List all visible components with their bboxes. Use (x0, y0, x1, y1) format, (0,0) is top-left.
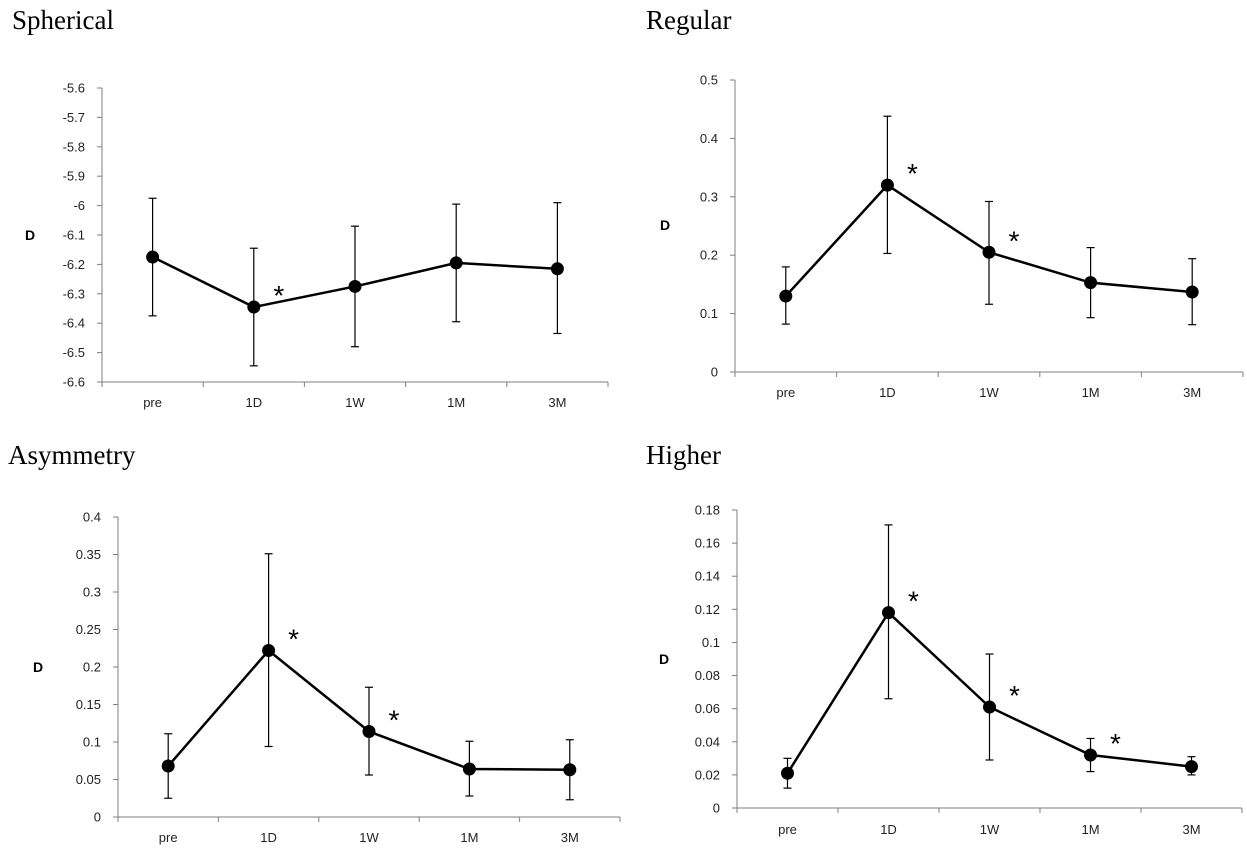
data-point (1185, 760, 1198, 774)
data-point (146, 250, 160, 264)
data-point (462, 762, 476, 776)
x-tick-label: 1M (460, 830, 478, 845)
y-tick-label: -5.6 (63, 81, 85, 96)
chart-title: Regular (646, 5, 732, 35)
y-tick-label: 0.02 (695, 767, 720, 782)
y-tick-label: 0.15 (76, 697, 101, 712)
y-tick-label: 0 (711, 365, 718, 380)
y-tick-label: 0.4 (83, 510, 101, 525)
data-point (880, 178, 894, 192)
y-tick-label: 0.04 (695, 734, 720, 749)
data-point (882, 606, 895, 620)
y-tick-label: 0.25 (76, 622, 101, 637)
y-tick-label: -5.7 (63, 110, 85, 125)
data-point (563, 763, 577, 777)
y-axis-label: D (33, 659, 43, 675)
x-tick-label: 1D (245, 395, 262, 410)
y-tick-label: 0.3 (83, 585, 101, 600)
x-tick-label: 1W (979, 385, 999, 400)
y-tick-label: -6.6 (63, 375, 85, 390)
significance-star: * (389, 705, 400, 736)
y-axis-label: D (660, 217, 670, 233)
x-tick-label: 1D (880, 822, 897, 837)
y-tick-label: 0.3 (700, 189, 718, 204)
data-point (550, 262, 564, 276)
y-tick-label: 0.05 (76, 772, 101, 787)
y-tick-label: 0.1 (700, 306, 718, 321)
y-tick-label: 0.1 (702, 635, 720, 650)
y-tick-label: 0.16 (695, 536, 720, 551)
x-tick-label: pre (778, 822, 797, 837)
y-tick-label: -6.5 (63, 345, 85, 360)
data-point (449, 256, 463, 270)
y-tick-label: -6.2 (63, 257, 85, 272)
chart-title: Higher (646, 440, 721, 470)
y-tick-label: 0.1 (83, 735, 101, 750)
significance-star: * (1009, 225, 1020, 256)
data-point (983, 700, 996, 714)
x-tick-label: 3M (1183, 385, 1201, 400)
x-tick-label: 1M (1081, 822, 1099, 837)
y-tick-label: 0.2 (83, 660, 101, 675)
data-point (262, 644, 276, 657)
chart-title: Asymmetry (8, 440, 136, 470)
y-tick-label: -6.3 (63, 286, 85, 301)
significance-star: * (1110, 728, 1121, 759)
y-tick-label: -6.4 (63, 316, 85, 331)
y-tick-label: -5.8 (63, 139, 85, 154)
y-axis-label: D (659, 651, 669, 667)
y-tick-label: -5.9 (63, 169, 85, 184)
y-tick-label: 0.14 (695, 569, 720, 584)
y-axis-label: D (25, 227, 35, 243)
x-tick-label: pre (776, 385, 795, 400)
x-tick-label: 3M (1182, 822, 1200, 837)
data-point (982, 245, 996, 259)
data-point (781, 766, 794, 780)
data-point (362, 725, 376, 738)
y-tick-label: 0 (713, 801, 720, 816)
y-tick-label: 0.18 (695, 503, 720, 518)
x-tick-label: pre (143, 395, 162, 410)
data-point (348, 279, 362, 293)
x-tick-label: 1D (260, 830, 277, 845)
y-tick-label: 0.08 (695, 668, 720, 683)
x-tick-label: 1M (447, 395, 465, 410)
y-tick-label: -6 (73, 198, 85, 213)
data-point (161, 759, 175, 773)
y-tick-label: 0.06 (695, 701, 720, 716)
significance-star: * (273, 280, 284, 311)
y-tick-label: 0.35 (76, 547, 101, 562)
data-point (1084, 276, 1098, 290)
y-tick-label: 0.5 (700, 73, 718, 88)
y-tick-label: -6.1 (63, 228, 85, 243)
x-tick-label: pre (159, 830, 178, 845)
y-tick-label: 0.4 (700, 131, 718, 146)
data-point (1185, 285, 1199, 299)
x-tick-label: 1W (359, 830, 379, 845)
data-point (1084, 748, 1097, 762)
x-tick-label: 1W (345, 395, 365, 410)
y-tick-label: 0 (94, 810, 101, 825)
x-tick-label: 1W (980, 822, 1000, 837)
x-tick-label: 1D (879, 385, 896, 400)
significance-star: * (907, 158, 918, 189)
significance-star: * (908, 586, 919, 617)
x-tick-label: 3M (548, 395, 566, 410)
significance-star: * (1009, 680, 1020, 711)
significance-star: * (288, 624, 299, 655)
data-point (247, 300, 261, 314)
x-tick-label: 3M (561, 830, 579, 845)
y-tick-label: 0.2 (700, 248, 718, 263)
data-point (779, 289, 793, 303)
x-tick-label: 1M (1082, 385, 1100, 400)
y-tick-label: 0.12 (695, 602, 720, 617)
chart-title: Spherical (12, 5, 114, 35)
